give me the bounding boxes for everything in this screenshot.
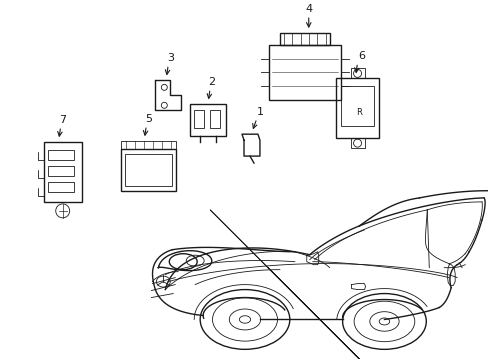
Text: 6: 6 [357, 51, 365, 62]
Text: 1: 1 [256, 107, 263, 117]
Bar [48, 166, 74, 176]
Text: 7: 7 [59, 115, 66, 125]
Bar [48, 150, 74, 160]
Text: 3: 3 [166, 54, 173, 63]
Text: R: R [356, 108, 362, 117]
Bar [210, 110, 220, 128]
Bar [121, 149, 175, 191]
Bar [190, 104, 225, 136]
Text: 2: 2 [208, 77, 215, 87]
Bar [48, 182, 74, 192]
Text: 5: 5 [144, 114, 152, 124]
Bar [194, 110, 203, 128]
Bar [350, 138, 364, 148]
Bar [268, 45, 340, 100]
Bar [44, 142, 81, 202]
Bar [340, 86, 374, 126]
Bar [121, 141, 175, 149]
Bar [350, 68, 364, 78]
Bar [279, 33, 329, 45]
Bar [125, 154, 171, 186]
Bar [335, 78, 379, 138]
Text: 4: 4 [305, 4, 312, 14]
